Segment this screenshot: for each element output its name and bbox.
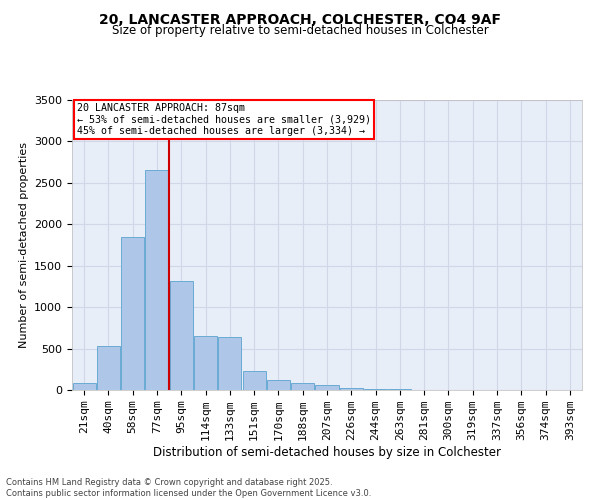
- Bar: [267, 380, 290, 390]
- Text: 20, LANCASTER APPROACH, COLCHESTER, CO4 9AF: 20, LANCASTER APPROACH, COLCHESTER, CO4 …: [99, 12, 501, 26]
- Bar: [218, 337, 241, 390]
- X-axis label: Distribution of semi-detached houses by size in Colchester: Distribution of semi-detached houses by …: [153, 446, 501, 459]
- Bar: [97, 346, 120, 390]
- Bar: [121, 236, 144, 390]
- Bar: [73, 384, 95, 390]
- Bar: [340, 388, 363, 390]
- Text: 20 LANCASTER APPROACH: 87sqm
← 53% of semi-detached houses are smaller (3,929)
4: 20 LANCASTER APPROACH: 87sqm ← 53% of se…: [77, 103, 371, 136]
- Text: Contains HM Land Registry data © Crown copyright and database right 2025.
Contai: Contains HM Land Registry data © Crown c…: [6, 478, 371, 498]
- Bar: [316, 386, 338, 390]
- Text: Size of property relative to semi-detached houses in Colchester: Size of property relative to semi-detach…: [112, 24, 488, 37]
- Bar: [145, 170, 169, 390]
- Bar: [194, 336, 217, 390]
- Bar: [291, 383, 314, 390]
- Bar: [364, 389, 387, 390]
- Bar: [170, 280, 193, 390]
- Y-axis label: Number of semi-detached properties: Number of semi-detached properties: [19, 142, 29, 348]
- Bar: [242, 371, 266, 390]
